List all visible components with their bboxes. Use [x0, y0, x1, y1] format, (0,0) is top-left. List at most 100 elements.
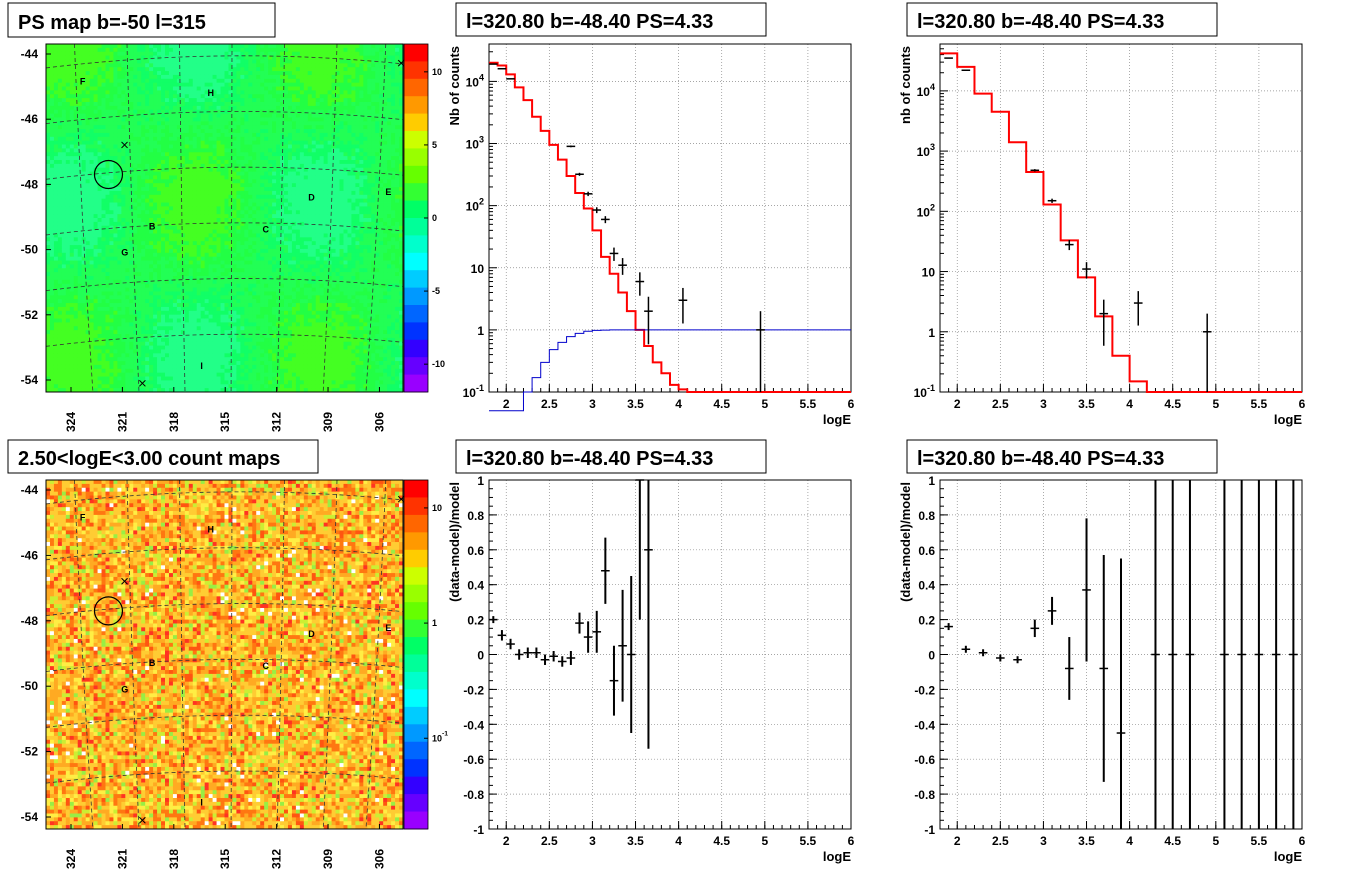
heatmap-cell	[105, 303, 110, 308]
heatmap-cell	[248, 364, 253, 370]
heatmap-cell	[216, 276, 221, 281]
heatmap-cell	[129, 132, 134, 138]
heatmap-cell	[137, 202, 142, 207]
heatmap-cell	[89, 310, 94, 316]
heatmap-cell	[137, 272, 142, 277]
heatmap-cell	[168, 63, 174, 68]
heatmap-cell	[200, 67, 206, 72]
heatmap-cell	[180, 299, 186, 304]
heatmap-cell	[73, 109, 79, 114]
heatmap-cell	[133, 78, 138, 84]
heatmap-cell	[220, 121, 225, 126]
heatmap-cell	[77, 260, 83, 265]
heatmap-cell	[168, 140, 174, 145]
heatmap-cell	[157, 47, 162, 53]
heatmap-cell	[165, 90, 170, 95]
heatmap-cell	[46, 276, 51, 281]
heatmap-cell	[172, 364, 178, 370]
heatmap-cell	[145, 368, 150, 374]
heatmap-cell	[212, 198, 217, 203]
heatmap-cell	[228, 183, 233, 188]
heatmap-cell	[192, 140, 198, 145]
heatmap-cell	[176, 380, 182, 385]
heatmap-cell	[105, 388, 110, 393]
heatmap-cell	[228, 86, 233, 91]
heatmap-cell	[161, 357, 166, 362]
heatmap-cell	[153, 330, 158, 335]
heatmap-cell	[145, 179, 150, 184]
heatmap-cell	[196, 105, 202, 111]
heatmap-cell	[184, 98, 190, 103]
heatmap-cell	[264, 140, 269, 145]
heatmap-cell	[208, 330, 213, 335]
heatmap-cell	[200, 144, 206, 149]
heatmap-cell	[220, 136, 225, 142]
heatmap-cell	[184, 287, 190, 292]
heatmap-cell	[149, 210, 154, 215]
heatmap-cell	[97, 140, 102, 145]
heatmap-cell	[101, 190, 106, 196]
heatmap-cell	[121, 364, 126, 370]
heatmap-cell	[260, 171, 265, 176]
heatmap-cell	[165, 368, 170, 374]
heatmap-cell	[133, 318, 138, 323]
heatmap-cell	[149, 55, 154, 60]
heatmap-cell	[85, 306, 91, 312]
heatmap-cell	[220, 113, 225, 118]
heatmap-cell	[57, 283, 63, 288]
heatmap-cell	[165, 341, 170, 346]
heatmap-cell	[117, 256, 122, 261]
heatmap-cell	[236, 388, 241, 393]
heatmap-cell	[184, 47, 190, 53]
heatmap-cell	[208, 299, 213, 304]
heatmap-cell	[248, 384, 253, 389]
heatmap-cell	[101, 233, 106, 238]
heatmap-cell	[57, 291, 63, 296]
heatmap-cell	[200, 105, 206, 111]
heatmap-cell	[73, 152, 79, 157]
heatmap-cell	[125, 276, 130, 281]
heatmap-cell	[89, 364, 94, 370]
heatmap-cell	[176, 156, 182, 161]
heatmap-cell	[176, 129, 182, 134]
heatmap-cell	[184, 368, 190, 374]
heatmap-cell	[232, 330, 237, 335]
heatmap-cell	[113, 67, 118, 72]
heatmap-cell	[232, 82, 237, 87]
heatmap-cell	[192, 252, 198, 258]
heatmap-cell	[168, 252, 174, 258]
heatmap-cell	[264, 210, 269, 215]
heatmap-cell	[208, 264, 213, 269]
heatmap-cell	[252, 341, 257, 346]
heatmap-cell	[264, 156, 269, 161]
heatmap-cell	[141, 98, 146, 103]
heatmap-cell	[121, 105, 126, 111]
heatmap-cell	[240, 194, 245, 200]
heatmap-cell	[204, 276, 210, 281]
heatmap-cell	[188, 63, 194, 68]
heatmap-cell	[200, 132, 206, 138]
heatmap-cell	[153, 353, 158, 358]
heatmap-cell	[46, 63, 51, 68]
heatmap-cell	[57, 380, 63, 385]
heatmap-cell	[196, 345, 202, 350]
heatmap-cell	[220, 229, 225, 234]
heatmap-cell	[161, 229, 166, 234]
heatmap-cell	[129, 102, 134, 107]
heatmap-cell	[46, 171, 51, 176]
heatmap-cell	[153, 318, 158, 323]
heatmap-cell	[176, 276, 182, 281]
heatmap-cell	[53, 218, 59, 223]
heatmap-cell	[252, 256, 257, 261]
heatmap-cell	[244, 326, 249, 331]
heatmap-cell	[145, 140, 150, 145]
heatmap-cell	[121, 109, 126, 114]
heatmap-cell	[73, 59, 79, 64]
heatmap-cell	[208, 156, 213, 161]
heatmap-cell	[129, 372, 134, 377]
heatmap-cell	[137, 187, 142, 192]
heatmap-cell	[141, 179, 146, 184]
heatmap-cell	[53, 372, 59, 377]
heatmap-cell	[220, 86, 225, 91]
heatmap-cell	[141, 74, 146, 80]
